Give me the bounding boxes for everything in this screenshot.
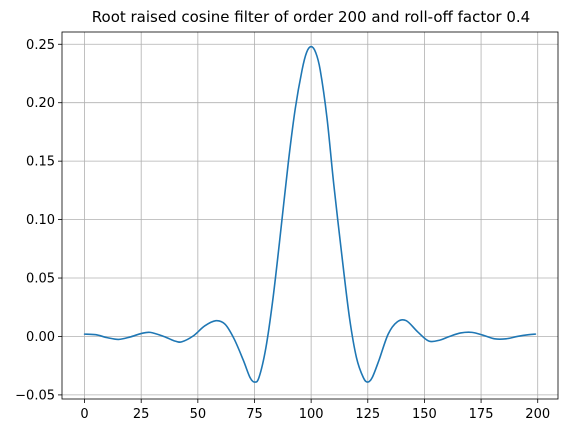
axis-ticks: 0 25 50 75 100 125 150 175 200 −0.05 0.00 0.05 0.10 0… — [15, 38, 550, 422]
series-layer — [83, 45, 537, 383]
y-tick-label: 0.20 — [26, 96, 55, 111]
chart-title: Root raised cosine filter of order 200 a… — [92, 8, 530, 26]
x-tick-label: 100 — [299, 407, 324, 422]
x-tick-label: 150 — [412, 407, 437, 422]
y-tick-label: 0.15 — [26, 155, 55, 170]
series-line-rrc — [83, 45, 537, 383]
x-tick-label: 125 — [355, 407, 380, 422]
x-tick-label: 0 — [80, 407, 88, 422]
x-tick-label: 75 — [246, 407, 263, 422]
y-tick-label: 0.05 — [26, 272, 55, 287]
y-tick-label: 0.10 — [26, 213, 55, 228]
x-tick-label: 200 — [525, 407, 550, 422]
grid — [62, 32, 558, 399]
y-tick-label: 0.00 — [26, 330, 55, 345]
x-tick-label: 25 — [133, 407, 150, 422]
x-tick-label: 50 — [190, 407, 207, 422]
axes-frame — [61, 31, 559, 400]
y-tick-label: −0.05 — [15, 388, 55, 403]
x-tick-label: 175 — [469, 407, 494, 422]
y-tick-label: 0.25 — [26, 38, 55, 53]
